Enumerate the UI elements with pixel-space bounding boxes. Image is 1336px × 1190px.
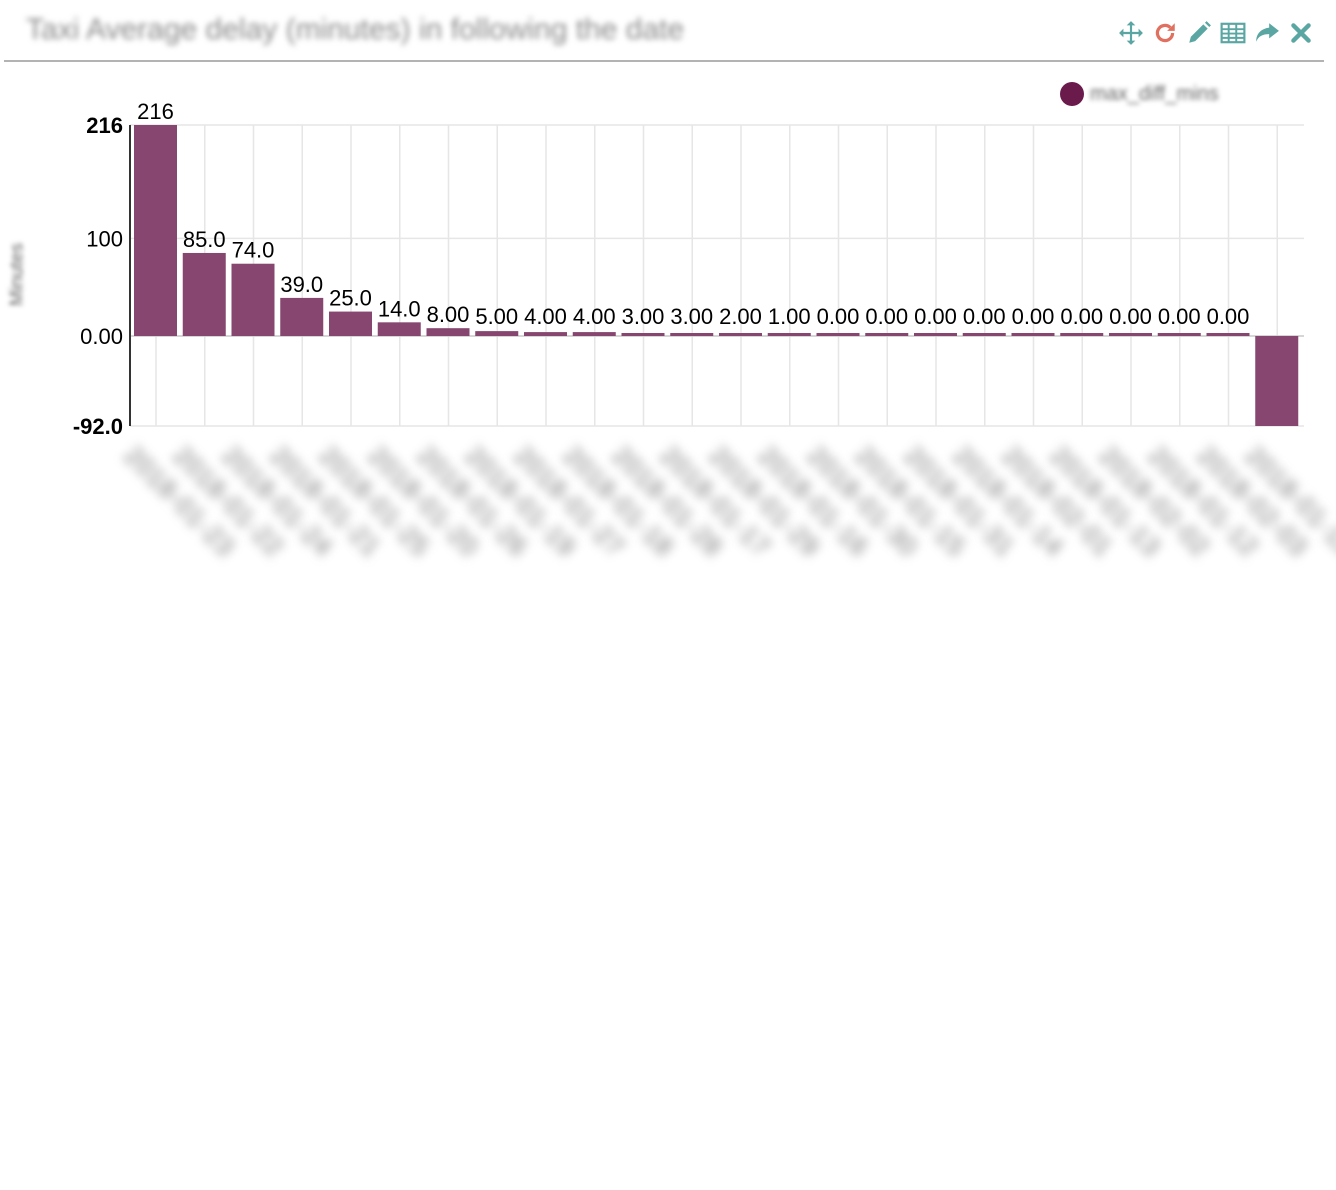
chart-toolbar <box>1116 18 1316 48</box>
x-tick-label-0: 2018-01-23 <box>118 440 242 563</box>
x-tick-label-8: 2018-01-27 <box>508 440 632 563</box>
chart-header: Taxi Average delay (minutes) in followin… <box>4 0 1324 62</box>
x-tick-label-5: 2018-01-20 <box>362 440 485 563</box>
x-tick-label-21: 2018-01-12 <box>1142 440 1265 563</box>
bar-19 <box>1060 333 1104 336</box>
data-label-20: 0.00 <box>1109 304 1152 329</box>
bar-10 <box>621 333 665 336</box>
bar-2 <box>231 263 275 336</box>
bar-23 <box>1255 336 1299 426</box>
x-tick-label-15: 2018-01-15 <box>850 440 973 563</box>
x-tick-label-20: 2018-02-02 <box>1093 440 1217 563</box>
table-icon[interactable] <box>1218 18 1248 48</box>
data-label-4: 25.0 <box>329 286 372 311</box>
legend-marker <box>1060 82 1084 106</box>
bar-chart: 216 100 0.00 -92.0 216 85.0 74.039.025.0 14.0 8.… <box>73 99 1304 439</box>
data-label-17: 0.00 <box>963 304 1006 329</box>
data-label-6: 8.00 <box>427 302 470 327</box>
bar-14 <box>816 333 860 336</box>
bar-20 <box>1109 333 1152 336</box>
x-tick-label-2: 2018-01-24 <box>216 440 339 563</box>
data-label-14: 0.00 <box>817 304 860 329</box>
y-tick-label: 216 <box>86 113 123 138</box>
data-label-22: 0.00 <box>1207 304 1250 329</box>
data-label-21: 0.00 <box>1158 304 1201 329</box>
data-label-16: 0.00 <box>914 304 957 329</box>
data-label-8: 4.00 <box>524 304 567 329</box>
data-label-13: 1.00 <box>768 304 811 329</box>
bar-16 <box>914 333 957 336</box>
data-label-15: 0.00 <box>865 304 908 329</box>
bar-18 <box>1011 333 1055 336</box>
data-label-11: 3.00 <box>670 304 713 329</box>
x-tick-label-3: 2018-01-21 <box>265 440 388 563</box>
refresh-icon[interactable] <box>1150 18 1180 48</box>
bar-5 <box>377 322 421 336</box>
chart-title: Taxi Average delay (minutes) in followin… <box>26 13 685 46</box>
bar-11 <box>670 333 714 336</box>
bar-22 <box>1206 333 1250 336</box>
bar-13 <box>767 333 811 336</box>
bar-6 <box>426 328 470 336</box>
bar-0 <box>134 125 177 336</box>
bar-9 <box>572 332 616 336</box>
x-tick-label-6: 2018-01-26 <box>411 440 534 563</box>
data-label-0: 216 <box>137 99 174 124</box>
x-tick-label-18: 2018-02-01 <box>996 440 1119 563</box>
x-tick-label-22: 2018-02-03 <box>1191 440 1314 563</box>
x-tick-label-4: 2018-01-25 <box>313 440 437 563</box>
x-tick-label-19: 2018-01-13 <box>1045 440 1168 563</box>
data-label-5: 14.0 <box>378 296 421 321</box>
move-icon[interactable] <box>1116 18 1146 48</box>
x-tick-label-17: 2018-01-14 <box>947 440 1070 563</box>
data-label-3: 39.0 <box>280 272 323 297</box>
bar-8 <box>524 332 567 336</box>
data-label-19: 0.00 <box>1060 304 1103 329</box>
data-label-12: 2.00 <box>719 304 762 329</box>
bar-1 <box>182 252 226 336</box>
bar-12 <box>719 333 762 336</box>
chart-legend[interactable]: max_diff_mins <box>1060 82 1219 106</box>
data-label-10: 3.00 <box>622 304 665 329</box>
share-icon[interactable] <box>1252 18 1282 48</box>
bar-21 <box>1157 333 1201 336</box>
x-tick-label-10: 2018-01-28 <box>606 440 729 563</box>
x-tick-label-7: 2018-01-19 <box>460 440 583 563</box>
data-label-7: 5.00 <box>475 304 518 329</box>
x-tick-label-12: 2018-01-29 <box>703 440 827 563</box>
bar-4 <box>329 311 372 336</box>
bar-15 <box>865 333 909 336</box>
data-label-18: 0.00 <box>1012 304 1055 329</box>
y-tick-label: 0.00 <box>80 324 123 349</box>
legend-label: max_diff_mins <box>1090 82 1219 105</box>
x-tick-label-16: 2018-01-31 <box>898 440 1022 563</box>
x-tick-label-13: 2018-01-16 <box>752 440 875 563</box>
x-tick-label-23: 2018-01-11 <box>1240 440 1336 561</box>
y-tick-label: -92.0 <box>73 414 123 439</box>
x-tick-label-9: 2018-01-18 <box>557 440 680 563</box>
close-icon[interactable] <box>1286 18 1316 48</box>
x-tick-label-14: 2018-01-30 <box>801 440 924 563</box>
edit-icon[interactable] <box>1184 18 1214 48</box>
bar-7 <box>475 331 519 336</box>
data-label-2: 74.0 <box>232 238 275 263</box>
data-label-9: 4.00 <box>573 304 616 329</box>
y-tick-label: 100 <box>86 226 123 251</box>
bar-17 <box>962 333 1006 336</box>
x-tick-label-1: 2018-01-22 <box>167 440 290 563</box>
x-tick-label-11: 2018-01-17 <box>655 440 778 563</box>
data-label-1: 85.0 <box>183 227 226 252</box>
bar-3 <box>280 297 324 336</box>
